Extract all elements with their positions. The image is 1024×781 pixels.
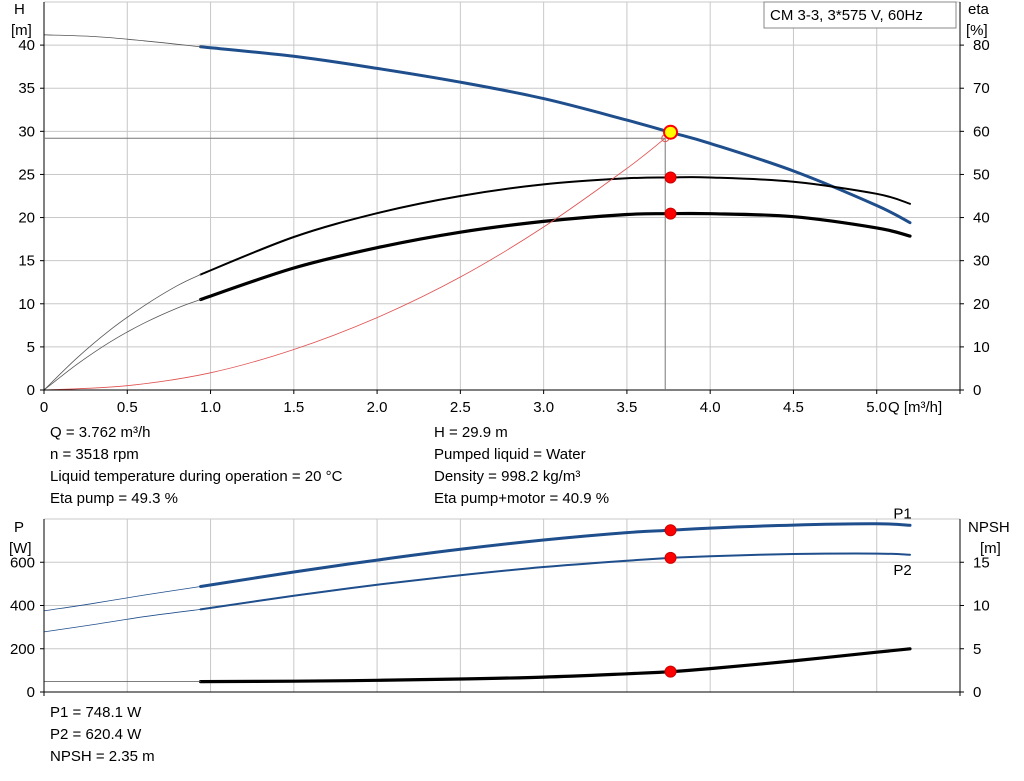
- top-series-line-6: [43, 137, 666, 391]
- x-axis-label: Q [m³/h]: [888, 399, 942, 416]
- info-density: Density = 998.2 kg/m³: [434, 468, 581, 485]
- top-chart-grid: [43, 1, 961, 391]
- x-tick-label: 3.5: [616, 399, 637, 416]
- info-p1: P1 = 748.1 W: [50, 704, 142, 721]
- series-label-p2: P2: [893, 562, 911, 579]
- npsh-tick-label: 0: [973, 684, 981, 701]
- chart-axes: [40, 2, 964, 696]
- x-tick-label: 2.0: [367, 399, 388, 416]
- top-series-line-5: [43, 299, 201, 391]
- x-tick-label: 3.0: [533, 399, 554, 416]
- info-pumped-liquid: Pumped liquid = Water: [434, 446, 586, 463]
- y-left-tick-label: 25: [18, 166, 35, 183]
- p-tick-label: 400: [10, 598, 35, 615]
- y-right-axis-unit: [%]: [966, 22, 988, 39]
- y-right-tick-label: 60: [973, 123, 990, 140]
- power-point: [664, 665, 677, 678]
- top-series-line-3: [43, 274, 201, 391]
- x-tick-label: 5.0: [866, 399, 887, 416]
- p-axis-unit: [W]: [9, 540, 32, 557]
- y-right-tick-label: 50: [973, 166, 990, 183]
- x-tick-label: 4.0: [700, 399, 721, 416]
- y-left-tick-label: 20: [18, 210, 35, 227]
- chart-markers: [44, 124, 679, 678]
- x-tick-label: 0: [40, 399, 48, 416]
- info-liquid-temp: Liquid temperature during operation = 20…: [50, 468, 343, 485]
- x-tick-label: 0.5: [117, 399, 138, 416]
- y-left-tick-label: 35: [18, 80, 35, 97]
- info-eta-pump-motor: Eta pump+motor = 40.9 %: [434, 490, 610, 507]
- top-series-line-2: [199, 176, 911, 276]
- y-left-tick-label: 15: [18, 253, 35, 270]
- npsh-tick-label: 5: [973, 641, 981, 658]
- bottom-series-line-1: [43, 586, 201, 612]
- x-tick-label: 1.5: [283, 399, 304, 416]
- y-right-tick-label: 80: [973, 37, 990, 54]
- y-right-tick-label: 30: [973, 253, 990, 270]
- npsh-axis-unit: [m]: [980, 540, 1001, 557]
- info-top-right: H = 29.9 m Pumped liquid = Water Density…: [434, 422, 609, 510]
- bottom-series-line-2: [199, 552, 911, 611]
- y-left-tick-label: 30: [18, 123, 35, 140]
- top-series-line-1: [43, 34, 201, 48]
- power-point: [664, 524, 677, 537]
- eta-point: [664, 171, 677, 184]
- npsh-tick-label: 10: [973, 598, 990, 615]
- npsh-axis-name: NPSH: [968, 519, 1010, 536]
- y-right-axis-name: eta: [968, 1, 990, 18]
- bottom-chart-series: [43, 522, 912, 684]
- info-p2: P2 = 620.4 W: [50, 726, 142, 743]
- x-tick-label: 1.0: [200, 399, 221, 416]
- chart-title: CM 3-3, 3*575 V, 60Hz: [770, 7, 923, 24]
- power-point: [664, 551, 677, 564]
- top-chart-series: [43, 34, 912, 391]
- info-bottom: P1 = 748.1 W P2 = 620.4 W NPSH = 2.35 m: [50, 702, 155, 768]
- y-left-tick-label: 5: [27, 339, 35, 356]
- x-tick-label: 4.5: [783, 399, 804, 416]
- series-label-p1: P1: [893, 506, 911, 523]
- y-left-axis-name: H: [14, 1, 25, 18]
- info-speed: n = 3518 rpm: [50, 446, 139, 463]
- y-right-tick-label: 20: [973, 296, 990, 313]
- y-right-tick-label: 70: [973, 80, 990, 97]
- top-series-line-0: [199, 45, 912, 225]
- info-head: H = 29.9 m: [434, 424, 508, 441]
- bottom-series-line-0: [199, 522, 912, 588]
- y-right-tick-label: 0: [973, 382, 981, 399]
- duty-point-marker: [663, 124, 679, 140]
- x-tick-label: 2.5: [450, 399, 471, 416]
- p-axis-name: P: [14, 519, 24, 536]
- y-left-tick-label: 0: [27, 382, 35, 399]
- p-tick-label: 200: [10, 641, 35, 658]
- y-left-tick-label: 10: [18, 296, 35, 313]
- y-right-tick-label: 10: [973, 339, 990, 356]
- bottom-series-line-3: [43, 609, 201, 633]
- top-series-line-4: [199, 211, 912, 302]
- title-box: [763, 1, 957, 29]
- y-left-axis-unit: [m]: [11, 22, 32, 39]
- p-tick-label: 600: [10, 554, 35, 571]
- eta-point: [664, 207, 677, 220]
- y-left-tick-label: 40: [18, 37, 35, 54]
- y-right-tick-label: 40: [973, 210, 990, 227]
- info-npsh: NPSH = 2.35 m: [50, 748, 155, 765]
- info-eta-pump: Eta pump = 49.3 %: [50, 490, 178, 507]
- info-flow: Q = 3.762 m³/h: [50, 424, 151, 441]
- npsh-tick-label: 15: [973, 554, 990, 571]
- info-top-left: Q = 3.762 m³/h n = 3518 rpm Liquid tempe…: [50, 422, 342, 510]
- p-tick-label: 0: [27, 684, 35, 701]
- bottom-series-line-4: [199, 647, 912, 684]
